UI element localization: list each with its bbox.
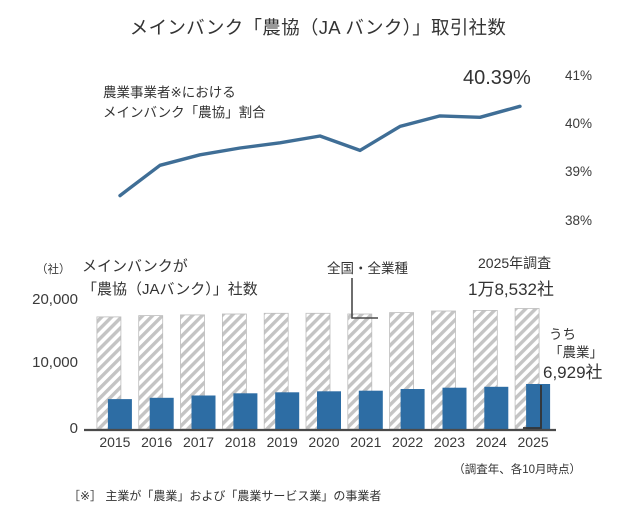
bar-xtick-2024: 2024 [475, 434, 507, 450]
annotation-agriculture: うち 「農業」 [549, 326, 603, 362]
bar-chart-plot [84, 278, 556, 432]
bar-series-label: メインバンクが 「農協（JAバンク）」社数 [82, 256, 258, 301]
bar-agriculture [107, 399, 132, 429]
line-ytick-41: 41% [565, 68, 593, 83]
bar-series-label-line1: メインバンクが [82, 258, 188, 275]
bar-ytick-0: 0 [69, 420, 78, 437]
bar-xtick-2017: 2017 [182, 434, 215, 450]
bar-agriculture [149, 397, 174, 429]
bar-xtick-2018: 2018 [224, 434, 256, 450]
line-ytick-39: 39% [565, 164, 593, 179]
bar-agriculture [191, 395, 216, 429]
line-annotation-line1: 農業事業者※における [103, 85, 236, 100]
bar-xtick-2016: 2016 [141, 434, 173, 450]
bar-group-agriculture [107, 384, 551, 430]
bar-ytick-20000: 20,000 [32, 291, 78, 308]
bar-agriculture [275, 392, 300, 429]
bar-agriculture [233, 393, 258, 430]
note-survey-timing: （調査年、各10月時点） [453, 464, 581, 476]
annotation-agriculture-value: 6,929社 [543, 363, 603, 382]
bar-xtick-2025: 2025 [517, 434, 549, 450]
line-value-label: 40.39% [463, 67, 531, 89]
line-chart-plot [118, 104, 522, 198]
line-annotation-line2: メインバンク「農協」割合 [103, 104, 266, 120]
bar-xtick-2023: 2023 [433, 434, 466, 450]
line-ytick-40: 40% [565, 116, 593, 131]
bar-ytick-10000: 10,000 [32, 354, 78, 371]
note-footnote: ［※］ 主業が「農業」および「農業サービス業」の事業者 [68, 489, 382, 503]
bar-agriculture [317, 391, 341, 429]
line-chart-panel: 農業事業者※における メインバンク「農協」割合 40.39% 41% 40% 3… [0, 55, 636, 240]
bar-agriculture [358, 390, 383, 430]
annotation-agriculture-line2: 「農業」 [549, 345, 603, 361]
bracket-agriculture [523, 385, 542, 429]
leader-line-national [351, 278, 378, 319]
bar-unit-label: （社） [36, 264, 71, 276]
annotation-survey-value: 1万8,532社 [468, 280, 554, 299]
page-title: メインバンク「農協（JA バンク）」取引社数 [129, 17, 507, 38]
bar-agriculture [484, 386, 509, 430]
bar-xtick-2015: 2015 [99, 434, 131, 450]
line-chart-annotation: 農業事業者※における メインバンク「農協」割合 [103, 83, 266, 122]
line-ytick-38: 38% [565, 213, 593, 228]
bar-xtick-2022: 2022 [392, 434, 424, 450]
bar-xtick-2021: 2021 [350, 434, 382, 450]
bar-xtick-2019: 2019 [266, 434, 298, 450]
bar-agriculture [400, 389, 425, 429]
annotation-national: 全国・全業種 [327, 261, 408, 276]
bar-series-label-line2: 「農協（JAバンク）」社数 [82, 280, 258, 298]
bar-chart-panel: （社） 20,000 10,000 0 メインバンクが 「農協（JAバンク）」社… [0, 248, 636, 458]
bar-agriculture [442, 387, 467, 429]
bar-agriculture [526, 384, 551, 429]
annotation-survey-year: 2025年調査 [478, 255, 552, 271]
annotation-agriculture-line1: うち [549, 327, 576, 342]
bar-xtick-2020: 2020 [308, 434, 340, 450]
line-series-path [118, 104, 522, 198]
